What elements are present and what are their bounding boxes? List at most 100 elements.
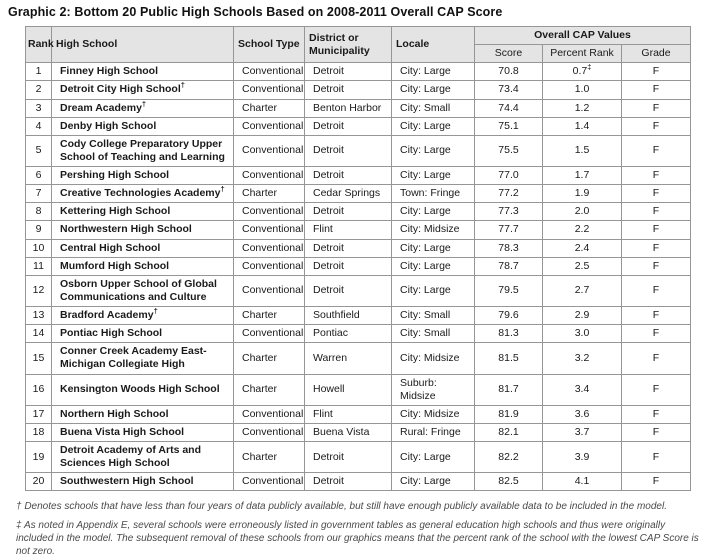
school-type-cell: Conventional — [233, 256, 305, 276]
grade-cell: F — [621, 256, 691, 276]
district-cell: Detroit — [304, 238, 392, 258]
score-cell: 77.3 — [474, 202, 543, 222]
grade-column-header: Grade — [621, 44, 691, 64]
school-name-cell: Detroit City High School† — [51, 80, 234, 100]
table-row: 2 Detroit City High School† Conventional De… — [25, 80, 691, 100]
footnote-marker: † — [220, 184, 225, 194]
table-row: 4 Denby High School Conventional Detroit Cit… — [25, 116, 691, 136]
locale-cell: City: Large — [391, 256, 475, 276]
footnote-dagger: † Denotes schools that have less than fo… — [16, 501, 667, 513]
rank-cell: 8 — [25, 202, 52, 222]
score-column-header: Score — [474, 44, 543, 64]
percent-rank-cell: 3.4 — [542, 373, 622, 406]
rank-cell: 7 — [25, 184, 52, 204]
school-name-cell: Kettering High School — [51, 202, 234, 222]
locale-cell: Suburb: Midsize — [391, 373, 475, 406]
grade-cell: F — [621, 134, 691, 168]
school-type-cell: Conventional — [233, 472, 305, 492]
school-type-cell: Conventional — [233, 134, 305, 168]
grade-cell: F — [621, 238, 691, 258]
rank-cell: 13 — [25, 305, 52, 326]
locale-cell: City: Midsize — [391, 220, 475, 240]
rank-cell: 3 — [25, 98, 52, 118]
school-type-cell: Conventional — [233, 220, 305, 240]
percent-rank-cell: 2.7 — [542, 274, 622, 308]
percent-rank-cell: 1.9 — [542, 184, 622, 204]
grade-cell: F — [621, 342, 691, 375]
rank-cell: 4 — [25, 116, 52, 136]
grade-cell: F — [621, 440, 691, 474]
table-row: 13 Bradford Academy† Charter Southfield City… — [25, 305, 691, 326]
rank-cell: 19 — [25, 440, 52, 474]
percent-rank-cell: 2.9 — [542, 305, 622, 326]
table-row: 12 Osborn Upper School of Global Communic… — [25, 274, 691, 308]
school-name-cell: Dream Academy† — [51, 98, 234, 118]
score-cell: 78.7 — [474, 256, 543, 276]
table-row: 20 Southwestern High School Conventional De… — [25, 472, 691, 492]
district-cell: Detroit — [304, 202, 392, 222]
table-row: 1 Finney High School Conventional Detroit Ci… — [25, 62, 691, 82]
score-cell: 77.0 — [474, 165, 543, 186]
table-row: 3 Dream Academy† Charter Benton Harbor City:… — [25, 98, 691, 118]
rank-cell: 12 — [25, 274, 52, 308]
locale-cell: City: Large — [391, 202, 475, 222]
district-cell: Southfield — [304, 305, 392, 326]
locale-cell: City: Large — [391, 238, 475, 258]
school-type-cell: Charter — [233, 305, 305, 326]
footnotes: † Denotes schools that have less than fo… — [16, 500, 702, 558]
grade-cell: F — [621, 184, 691, 204]
percent-rank-cell: 3.6 — [542, 404, 622, 424]
school-name-cell: Buena Vista High School — [51, 422, 234, 443]
school-type-cell: Charter — [233, 184, 305, 204]
school-column-header: High School — [51, 25, 234, 64]
district-cell: Benton Harbor — [304, 98, 392, 118]
table-row: 6 Pershing High School Conventional Detroit… — [25, 165, 691, 186]
footnote-marker: ‡ — [587, 62, 592, 72]
type-column-header: School Type — [233, 25, 305, 64]
table-row: 5 Cody College Preparatory Upper School o… — [25, 134, 691, 168]
school-name-cell: Pontiac High School — [51, 324, 234, 344]
district-cell: Detroit — [304, 134, 392, 168]
grade-cell: F — [621, 80, 691, 100]
percent-rank-cell: 1.4 — [542, 116, 622, 136]
percent-rank-cell: 1.2 — [542, 98, 622, 118]
percent-rank-cell: 2.0 — [542, 202, 622, 222]
school-type-cell: Conventional — [233, 404, 305, 424]
table-row: 17 Northern High School Conventional Flint C… — [25, 404, 691, 424]
school-name-cell: Cody College Preparatory Upper School of… — [51, 134, 234, 168]
grade-cell: F — [621, 62, 691, 82]
table-row: 8 Kettering High School Conventional Detroi… — [25, 202, 691, 222]
school-type-cell: Conventional — [233, 238, 305, 258]
district-cell: Buena Vista — [304, 422, 392, 443]
score-cell: 79.6 — [474, 305, 543, 326]
score-cell: 79.5 — [474, 274, 543, 308]
district-cell: Detroit — [304, 274, 392, 308]
score-cell: 73.4 — [474, 80, 543, 100]
rank-cell: 2 — [25, 80, 52, 100]
district-cell: Cedar Springs — [304, 184, 392, 204]
school-name-cell: Pershing High School — [51, 165, 234, 186]
rank-cell: 14 — [25, 324, 52, 344]
grade-cell: F — [621, 404, 691, 424]
grade-cell: F — [621, 274, 691, 308]
footnote-marker: † — [180, 80, 185, 90]
score-cell: 77.7 — [474, 220, 543, 240]
percent-rank-column-header: Percent Rank — [542, 44, 622, 64]
grade-cell: F — [621, 422, 691, 443]
percent-rank-cell: 2.4 — [542, 238, 622, 258]
locale-cell: City: Large — [391, 165, 475, 186]
score-cell: 81.3 — [474, 324, 543, 344]
score-cell: 77.2 — [474, 184, 543, 204]
table-row: 19 Detroit Academy of Arts and Sciences H… — [25, 440, 691, 474]
percent-rank-cell: 4.1 — [542, 472, 622, 492]
rank-cell: 16 — [25, 373, 52, 406]
table-row: 16 Kensington Woods High School Charter How… — [25, 373, 691, 406]
locale-cell: Town: Fringe — [391, 184, 475, 204]
table-row: 7 Creative Technologies Academy† Charter Ce… — [25, 184, 691, 204]
table-row: 11 Mumford High School Conventional Detroit… — [25, 256, 691, 276]
district-column-header: District or Municipality — [304, 25, 392, 64]
percent-rank-cell: 1.0 — [542, 80, 622, 100]
locale-cell: City: Midsize — [391, 342, 475, 375]
school-type-cell: Charter — [233, 373, 305, 406]
rank-cell: 15 — [25, 342, 52, 375]
